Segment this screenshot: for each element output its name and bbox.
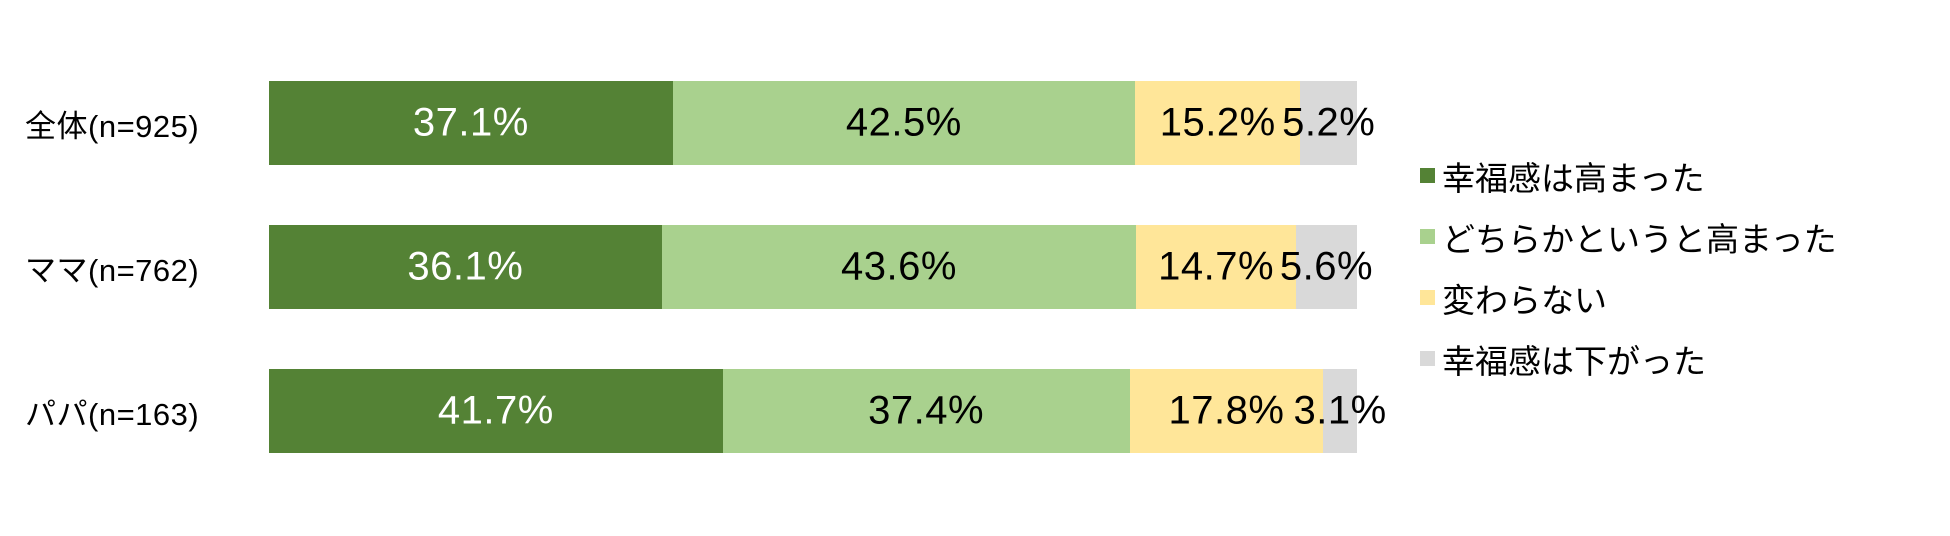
bar-segment: 15.2% (1135, 81, 1301, 165)
bar-segment: 14.7% (1136, 225, 1297, 309)
bar-segment: 17.8% (1129, 369, 1324, 453)
legend-item: 幸福感は高まった (1420, 156, 1837, 197)
category-label: パパ(n=163) (25, 396, 200, 432)
legend-item: どちらかというと高まった (1420, 217, 1837, 258)
bar-segment: 42.5% (672, 81, 1136, 165)
legend-label: どちらかというと高まった (1442, 220, 1837, 258)
segment-value-label: 5.2% (1282, 100, 1376, 145)
segment-value-label: 43.6% (840, 244, 957, 289)
stacked-bar: 41.7% 37.4% 17.8% 3.1% (269, 369, 1386, 453)
bar-segment: 41.7% (269, 369, 723, 453)
segment-value-label: 3.1% (1293, 388, 1387, 433)
bar-row: パパ(n=163) 41.7% 37.4% 17.8% 3.1% (0, 369, 1386, 453)
legend-label: 幸福感は下がった (1442, 342, 1706, 380)
bar-segment: 36.1% (269, 225, 662, 309)
bar-row: 全体(n=925) 37.1% 42.5% 15.2% 5.2% (0, 81, 1375, 165)
bar-segment: 43.6% (661, 225, 1137, 309)
segment-value-label: 37.1% (412, 100, 529, 145)
legend-swatch-icon (1420, 290, 1435, 305)
segment-value-label: 36.1% (407, 244, 524, 289)
legend-swatch-icon (1420, 168, 1435, 183)
legend-label: 幸福感は高まった (1442, 159, 1705, 197)
segment-value-label: 37.4% (868, 388, 985, 433)
legend-swatch-icon (1420, 351, 1435, 366)
bar-row: ママ(n=762) 36.1% 43.6% 14.7% 5.6% (0, 225, 1373, 309)
segment-value-label: 14.7% (1158, 244, 1275, 289)
legend: 幸福感は高まったどちらかというと高まった 変わらない幸福感は下がった (1420, 156, 1837, 380)
legend-label: 変わらない (1442, 281, 1607, 319)
segment-value-label: 15.2% (1159, 100, 1276, 145)
bar-segment: 3.1% (1294, 369, 1386, 453)
bar-segment: 5.2% (1282, 81, 1375, 165)
segment-value-label: 17.8% (1168, 388, 1285, 433)
category-label: 全体(n=925) (25, 108, 200, 144)
segment-value-label: 5.6% (1279, 244, 1374, 289)
bar-segment: 37.1% (269, 81, 673, 165)
stacked-bar: 36.1% 43.6% 14.7% 5.6% (269, 225, 1373, 309)
legend-swatch-icon (1420, 229, 1435, 244)
bar-segment: 37.4% (722, 369, 1130, 453)
bar-segment: 5.6% (1280, 225, 1373, 309)
category-label: ママ(n=762) (25, 252, 200, 288)
segment-value-label: 41.7% (437, 388, 554, 433)
bar-rows: 全体(n=925) 37.1% 42.5% 15.2% 5.2% ママ(n=762) 36.… (0, 81, 1386, 453)
legend-item: 変わらない (1420, 278, 1837, 319)
stacked-bar: 37.1% 42.5% 15.2% 5.2% (269, 81, 1375, 165)
segment-value-label: 42.5% (845, 100, 962, 145)
legend-item: 幸福感は下がった (1420, 339, 1837, 380)
